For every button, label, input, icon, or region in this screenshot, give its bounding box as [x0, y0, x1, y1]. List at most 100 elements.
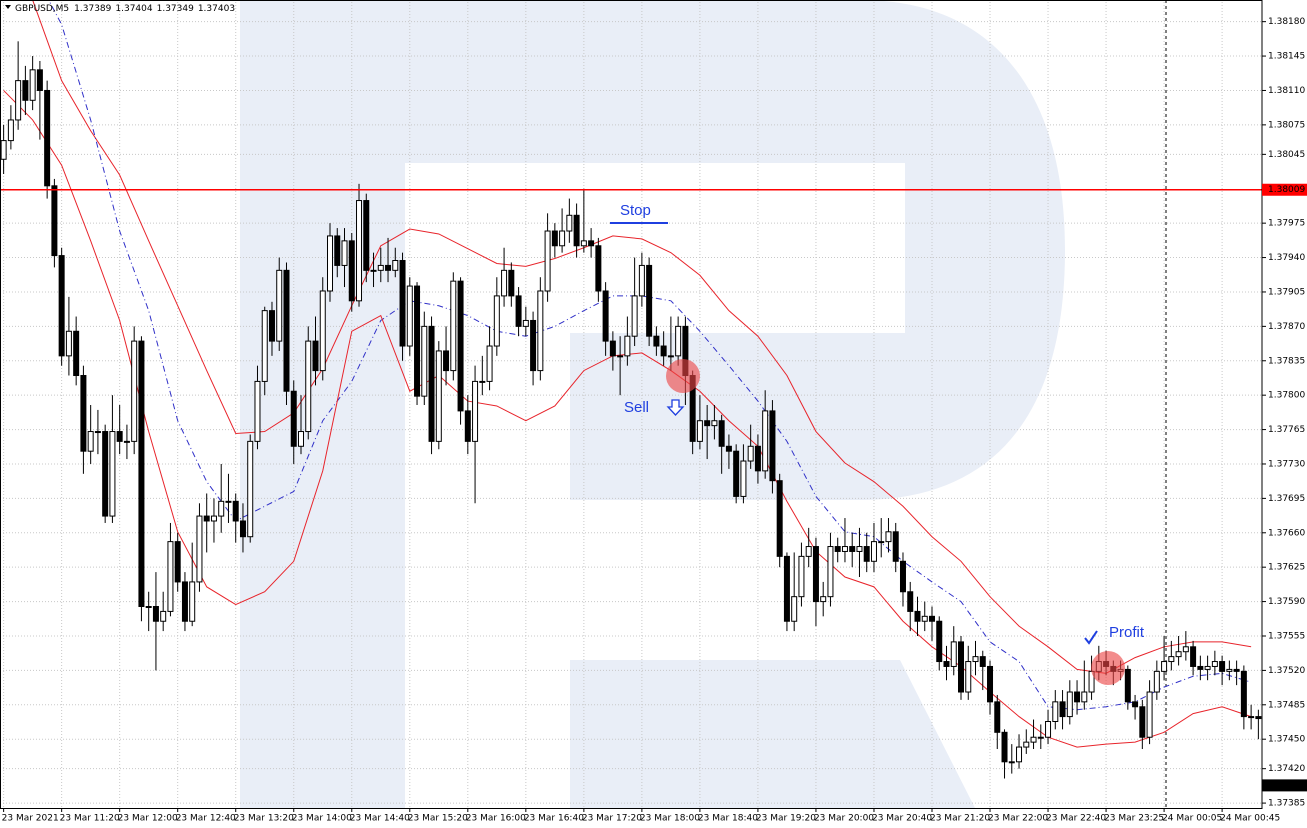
candle-body — [312, 340, 319, 372]
candle-body — [1175, 651, 1182, 658]
candle-body — [979, 656, 986, 667]
candle-body — [820, 596, 827, 603]
candle-body — [609, 340, 616, 357]
candle-body — [537, 290, 544, 372]
candle-body — [950, 641, 957, 667]
candle-body — [1219, 661, 1226, 672]
candle-body — [145, 606, 152, 608]
x-tick-label: 23 Mar 2021 — [2, 814, 59, 824]
candle-body — [65, 330, 72, 357]
plot-border — [0, 0, 1263, 809]
candle-body — [450, 280, 457, 372]
candle-body — [921, 615, 928, 622]
x-tick-label: 23 Mar 16:40 — [524, 814, 584, 824]
x-tick-label: 23 Mar 17:20 — [582, 814, 642, 824]
candle-body — [508, 269, 515, 297]
candle-body — [914, 610, 921, 622]
candle-body — [210, 515, 217, 522]
candle-body — [297, 431, 304, 447]
candle-body — [551, 230, 558, 247]
x-tick-label: 24 Mar 00:05 — [1162, 814, 1222, 824]
candle-body — [80, 375, 87, 452]
candle-body — [602, 290, 609, 342]
candle-body — [965, 661, 972, 693]
candle-body — [667, 355, 674, 358]
candle-body — [638, 264, 645, 297]
candle-body — [776, 480, 783, 557]
candle-body — [791, 596, 798, 622]
last-price-bg — [1262, 779, 1307, 792]
candle-body — [1124, 668, 1131, 703]
candle-body — [1226, 668, 1233, 672]
candle-body — [1074, 691, 1081, 703]
candle-body — [907, 591, 914, 612]
candle-body — [1139, 706, 1146, 738]
candle-body — [464, 410, 471, 442]
x-tick-label: 23 Mar 12:00 — [118, 814, 178, 824]
candle-body — [878, 541, 885, 544]
x-tick-label: 23 Mar 16:00 — [466, 814, 526, 824]
level-label-bg — [1262, 183, 1307, 196]
y-tick-label: 1.37975 — [1268, 219, 1305, 229]
candle-body — [58, 255, 65, 357]
candle-body — [1052, 701, 1059, 723]
close-value: 1.37403 — [198, 4, 235, 14]
candle-body — [675, 325, 682, 357]
candle-body — [276, 269, 283, 342]
candle-body — [704, 420, 711, 427]
x-tick-label: 23 Mar 18:40 — [698, 814, 758, 824]
x-tick-label: 23 Mar 18:00 — [640, 814, 700, 824]
candle-body — [87, 431, 94, 452]
candle-body — [1204, 665, 1211, 670]
candle-body — [181, 581, 188, 622]
x-tick-label: 23 Mar 22:00 — [988, 814, 1048, 824]
candle-body — [348, 240, 355, 302]
open-value: 1.37389 — [74, 4, 111, 14]
candle-body — [515, 295, 522, 327]
y-tick-label: 1.37625 — [1268, 563, 1305, 573]
candle-body — [94, 431, 101, 434]
candle-body — [392, 260, 399, 271]
grid — [0, 2, 1262, 808]
x-tick-label: 23 Mar 20:40 — [872, 814, 932, 824]
y-tick-label: 1.37385 — [1268, 799, 1305, 809]
candle-body — [1153, 670, 1160, 693]
x-tick-label: 23 Mar 23:25 — [1104, 814, 1164, 824]
x-tick-label: 24 Mar 00:45 — [1220, 814, 1280, 824]
candle-body — [1211, 661, 1218, 667]
y-tick-label: 1.38075 — [1268, 120, 1305, 130]
candle-body — [718, 420, 725, 447]
x-tick-label: 23 Mar 22:40 — [1046, 814, 1106, 824]
candle-body — [341, 240, 348, 266]
candle-body — [1066, 691, 1073, 718]
candle-body — [624, 335, 631, 357]
candle-body — [1030, 736, 1037, 743]
candle-body — [457, 280, 464, 412]
candle-body — [472, 380, 479, 442]
candle-body — [239, 520, 246, 538]
candle-body — [363, 200, 370, 271]
y-tick-label: 1.37940 — [1268, 253, 1305, 263]
candle-body — [646, 264, 653, 337]
candle-body — [327, 235, 334, 292]
candle-body — [51, 185, 58, 257]
candle-body — [189, 581, 196, 622]
candle-body — [1059, 701, 1066, 718]
candle-body — [443, 350, 450, 372]
y-tick-label: 1.37730 — [1268, 459, 1305, 469]
candle-body — [73, 330, 80, 377]
check-icon — [1084, 630, 1098, 645]
candle-body — [160, 610, 167, 622]
candle-body — [936, 620, 943, 663]
candle-body — [783, 555, 790, 622]
exit-marker — [1091, 651, 1125, 685]
candle-body — [566, 214, 573, 232]
candle-body — [29, 69, 36, 101]
candle-body — [812, 546, 819, 603]
candle-body — [225, 500, 232, 503]
candle-body — [1081, 691, 1088, 703]
candle-body — [1045, 721, 1052, 738]
candle-body — [1016, 746, 1023, 763]
